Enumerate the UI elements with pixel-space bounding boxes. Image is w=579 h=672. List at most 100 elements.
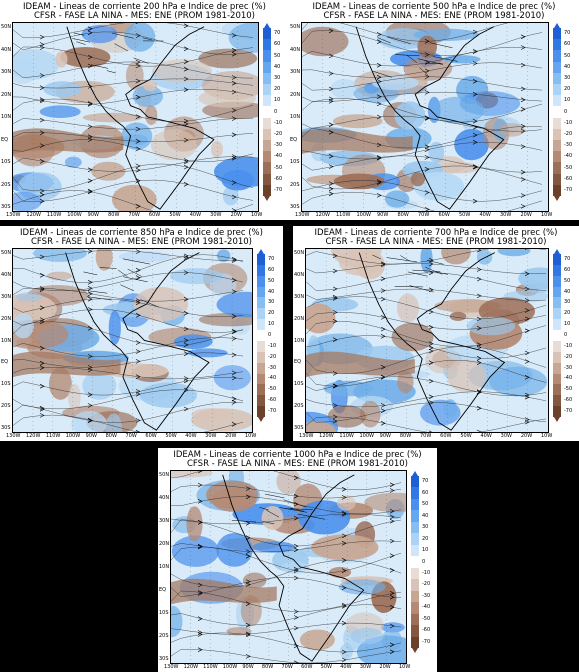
lat-label: 30S: [159, 656, 169, 662]
lat-label: EQ: [159, 587, 167, 593]
lat-label: 20S: [294, 403, 304, 410]
lon-label: 130W: [299, 433, 314, 439]
colorbar-segment: [553, 95, 561, 107]
lat-label: 50N: [159, 472, 170, 478]
lat-label: 20N: [290, 91, 301, 98]
colorbar-bottom-arrow: [412, 648, 418, 653]
colorbar-tick-label: 20: [564, 310, 571, 317]
colorbar-tick-label: -20: [268, 353, 277, 360]
colorbar-segment: [553, 264, 561, 277]
streamline-map: [12, 248, 253, 433]
lat-label: 30S: [290, 204, 300, 210]
colorbar-tick-label: -40: [564, 153, 573, 160]
colorbar-segment: [257, 406, 265, 418]
streamline-map: [12, 22, 259, 212]
lon-label: 40W: [479, 212, 491, 218]
colorbar: 70 60 50 40 30 20 10 0 -10 -20 -30 -40 -50 -60 -70: [257, 249, 276, 422]
colorbar-segment: [411, 521, 419, 534]
colorbar-segment: [553, 254, 561, 266]
colorbar-tick-label: 70: [268, 255, 275, 262]
lat-label: 30S: [294, 425, 304, 431]
colorbar-tick-label: 70: [422, 478, 429, 485]
colorbar-bottom-arrow: [258, 417, 264, 422]
streamline-map: [305, 248, 549, 433]
panel-subtitle: CFSR - FASE LA NINA - MES: ENE (PROM 198…: [187, 459, 408, 469]
colorbar-tick-label: 20: [422, 535, 429, 542]
lat-label: 20N: [1, 91, 12, 98]
colorbar-segment: [263, 28, 271, 40]
colorbar-segment: [411, 636, 419, 649]
colorbar-segment: [263, 117, 271, 130]
colorbar-segment: [553, 39, 561, 51]
lat-label: 10N: [1, 114, 12, 120]
colorbar-segment: [257, 319, 265, 331]
colorbar-tick-label: 30: [268, 299, 275, 306]
lon-label: 90W: [379, 433, 391, 439]
colorbar-tick-label: -50: [564, 164, 573, 171]
colorbar-bottom-arrow: [264, 196, 270, 201]
colorbar-tick-label: 20: [274, 86, 281, 93]
colorbar: 70 60 50 40 30 20 10 0 -10 -20 -30 -40 -50 -60 -70: [553, 23, 572, 201]
lon-label: 60W: [301, 664, 313, 670]
lat-label: 10S: [294, 381, 304, 388]
colorbar-segment: [257, 286, 265, 298]
lat-label: 20N: [1, 315, 12, 322]
lon-label: 130W: [6, 212, 21, 218]
lon-label: 100W: [222, 664, 238, 670]
lat-label: 30S: [1, 425, 11, 431]
lat-label: EQ: [1, 359, 9, 366]
lat-label: 30S: [1, 204, 11, 210]
lon-label: 30W: [500, 212, 512, 218]
streamline-map: [301, 22, 549, 212]
colorbar-tick-label: -10: [564, 119, 573, 126]
map-canvas: [306, 249, 548, 432]
colorbar-tick-label: -10: [274, 119, 283, 126]
colorbar-tick-label: 40: [564, 63, 571, 70]
lon-label: 70W: [281, 664, 293, 670]
colorbar-segment: [257, 395, 265, 407]
lon-label: 130W: [164, 664, 179, 670]
colorbar-segment: [257, 340, 265, 353]
map-canvas: [171, 471, 406, 663]
colorbar-segment: [263, 106, 271, 119]
colorbar-tick-label: -20: [564, 353, 573, 360]
lat-label: 20N: [159, 541, 170, 547]
colorbar-tick-label: -60: [274, 175, 283, 182]
lon-label: 110W: [46, 212, 62, 218]
colorbar-top-arrow: [554, 23, 560, 28]
colorbar-segment: [553, 173, 561, 186]
lon-label: 100W: [356, 212, 372, 218]
lon-label: 100W: [67, 212, 82, 218]
colorbar-tick-label: -50: [274, 164, 283, 171]
lon-label: 60W: [148, 212, 161, 218]
colorbar-tick-label: 10: [564, 97, 571, 104]
colorbar-segment: [257, 330, 265, 342]
colorbar: 70 60 50 40 30 20 10 0 -10 -20 -30 -40 -50 -60 -70: [553, 249, 572, 422]
map-panel-1000hpa: IDEAM - Lineas de corriente 1000 hPa e I…: [158, 448, 437, 672]
lat-label: 10N: [294, 337, 305, 344]
colorbar-segment: [553, 28, 561, 40]
lat-label: 40N: [290, 46, 301, 53]
map-panel-200hpa: IDEAM - Lineas de corriente 200 hPa e In…: [0, 0, 289, 220]
colorbar-segment: [553, 184, 561, 197]
colorbar-bottom-arrow: [554, 417, 560, 422]
lon-label: 10W: [245, 433, 257, 439]
colorbar-tick-label: 10: [422, 547, 429, 554]
lat-label: 30N: [1, 69, 12, 75]
colorbar-top-arrow: [554, 249, 560, 254]
lon-label: 110W: [45, 433, 61, 439]
lon-label: 120W: [315, 212, 331, 218]
colorbar-tick-label: -40: [422, 604, 431, 611]
colorbar-tick-label: -10: [564, 342, 573, 349]
lat-label: 20S: [159, 633, 169, 639]
lon-label: 20W: [379, 664, 391, 670]
colorbar-tick-label: -70: [274, 186, 283, 193]
colorbar-segment: [411, 590, 419, 603]
colorbar-segment: [411, 487, 419, 500]
streamline-map: [170, 470, 407, 664]
colorbar-segment: [257, 308, 265, 320]
lat-label: 10N: [159, 564, 170, 570]
map-canvas: [302, 23, 548, 211]
colorbar-segment: [553, 297, 561, 309]
lon-label: 60W: [438, 212, 450, 218]
